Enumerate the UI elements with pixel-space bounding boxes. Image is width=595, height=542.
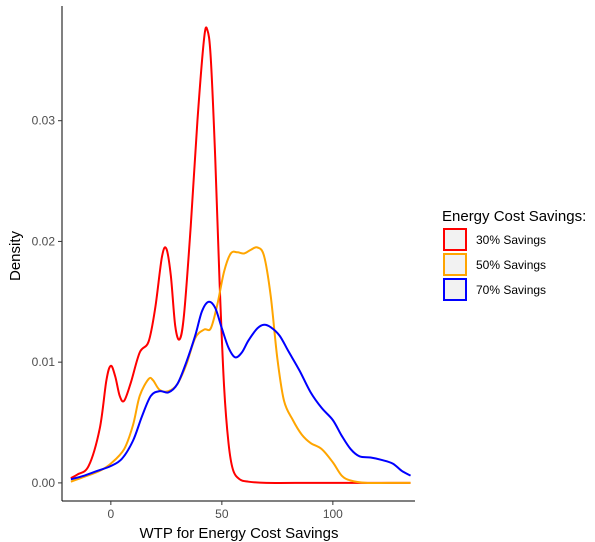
x-axis-title: WTP for Energy Cost Savings [140, 525, 339, 542]
legend-key-1 [443, 228, 467, 251]
legend-key-2 [443, 253, 467, 276]
x-tick-label: 50 [215, 507, 229, 521]
y-tick-label: 0.01 [32, 355, 56, 369]
x-tick-label: 0 [107, 507, 114, 521]
legend-key-3 [443, 278, 467, 301]
y-ticks: 0.00 0.01 0.02 0.03 [32, 114, 62, 490]
y-tick-label: 0.02 [32, 234, 56, 248]
legend-label-1: 30% Savings [476, 233, 546, 247]
x-ticks: 0 50 100 [107, 501, 343, 521]
plot-area: 0.00 0.01 0.02 0.03 0 50 100 [32, 6, 415, 521]
legend: Energy Cost Savings: 30% Savings 50% Savi… [442, 208, 586, 301]
density-line-3 [70, 300, 412, 481]
legend-label-3: 70% Savings [476, 283, 546, 297]
legend-label-2: 50% Savings [476, 258, 546, 272]
density-line-2 [70, 246, 411, 485]
series-lines [70, 26, 412, 485]
x-tick-label: 100 [323, 507, 343, 521]
legend-title: Energy Cost Savings: [442, 208, 586, 225]
y-axis-title: Density [7, 230, 24, 281]
y-tick-label: 0.00 [32, 476, 56, 490]
y-tick-label: 0.03 [32, 114, 56, 128]
density-line-1 [70, 26, 411, 484]
legend-items: 30% Savings 50% Savings 70% Savings [443, 228, 546, 301]
